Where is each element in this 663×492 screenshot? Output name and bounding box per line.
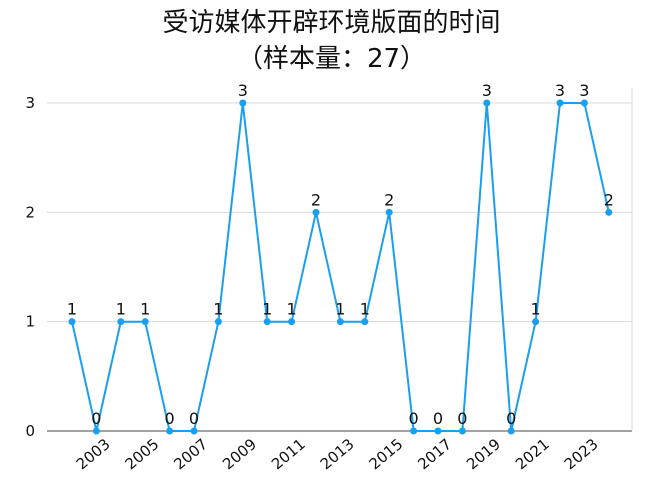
data-label: 1 (531, 300, 541, 319)
data-point (336, 318, 344, 326)
data-point (605, 208, 613, 216)
data-label: 3 (555, 81, 565, 100)
data-label: 1 (262, 300, 272, 319)
data-point (507, 427, 515, 435)
y-tick-label: 2 (25, 203, 35, 221)
x-tick-label: 2017 (414, 435, 455, 473)
data-label: 2 (384, 190, 394, 209)
y-tick-label: 0 (25, 422, 35, 440)
data-point (263, 318, 271, 326)
x-tick-label: 2005 (122, 435, 163, 473)
data-point (166, 427, 174, 435)
y-tick-label: 1 (25, 313, 35, 331)
x-tick-label: 2009 (219, 435, 260, 473)
data-point (288, 318, 296, 326)
x-tick-label: 2015 (366, 435, 407, 473)
data-point (434, 427, 442, 435)
x-tick-label: 2019 (463, 435, 504, 473)
data-point (532, 318, 540, 326)
y-tick-labels: 0 1 2 3 (25, 94, 35, 440)
x-tick-label: 2007 (170, 435, 211, 473)
series-line (71, 102, 610, 432)
data-point (190, 427, 198, 435)
gridlines (47, 102, 632, 323)
data-point (92, 427, 100, 435)
series-polyline (71, 102, 610, 432)
data-label: 3 (579, 81, 589, 100)
data-point (117, 318, 125, 326)
data-point (141, 318, 149, 326)
data-label: 1 (213, 300, 223, 319)
x-tick-labels: 2003 2005 2007 2009 2011 2013 2015 2017 2019 2021… (73, 435, 602, 473)
data-label: 3 (482, 81, 492, 100)
data-label: 0 (409, 409, 419, 428)
data-label: 0 (457, 409, 467, 428)
chart-title: 受访媒体开辟环境版面的时间 (162, 8, 501, 38)
data-label: 1 (116, 300, 126, 319)
data-label: 1 (140, 300, 150, 319)
x-tick-label: 2013 (317, 435, 358, 473)
axes (47, 88, 633, 432)
data-point (556, 99, 564, 107)
data-point (312, 208, 320, 216)
data-label: 0 (91, 409, 101, 428)
data-label: 1 (287, 300, 297, 319)
data-label: 1 (360, 300, 370, 319)
data-label: 2 (604, 190, 614, 209)
data-label: 1 (67, 300, 77, 319)
data-points (68, 99, 613, 435)
data-point (68, 318, 76, 326)
data-point (214, 318, 222, 326)
data-label: 0 (433, 409, 443, 428)
data-point (458, 427, 466, 435)
data-label: 0 (506, 409, 516, 428)
data-point (483, 99, 491, 107)
x-tick-label: 2023 (561, 435, 602, 473)
data-point (580, 99, 588, 107)
x-tick-label: 2021 (512, 435, 553, 473)
x-tick-label: 2003 (73, 435, 114, 473)
data-point (239, 99, 247, 107)
data-point (361, 318, 369, 326)
data-point (410, 427, 418, 435)
data-label: 3 (238, 81, 248, 100)
data-label: 2 (311, 190, 321, 209)
data-label: 1 (335, 300, 345, 319)
data-label: 0 (189, 409, 199, 428)
x-tick-label: 2011 (268, 435, 309, 473)
chart-subtitle: （样本量：27） (236, 44, 427, 74)
data-label: 0 (165, 409, 175, 428)
y-tick-label: 3 (25, 94, 35, 112)
data-point (385, 208, 393, 216)
